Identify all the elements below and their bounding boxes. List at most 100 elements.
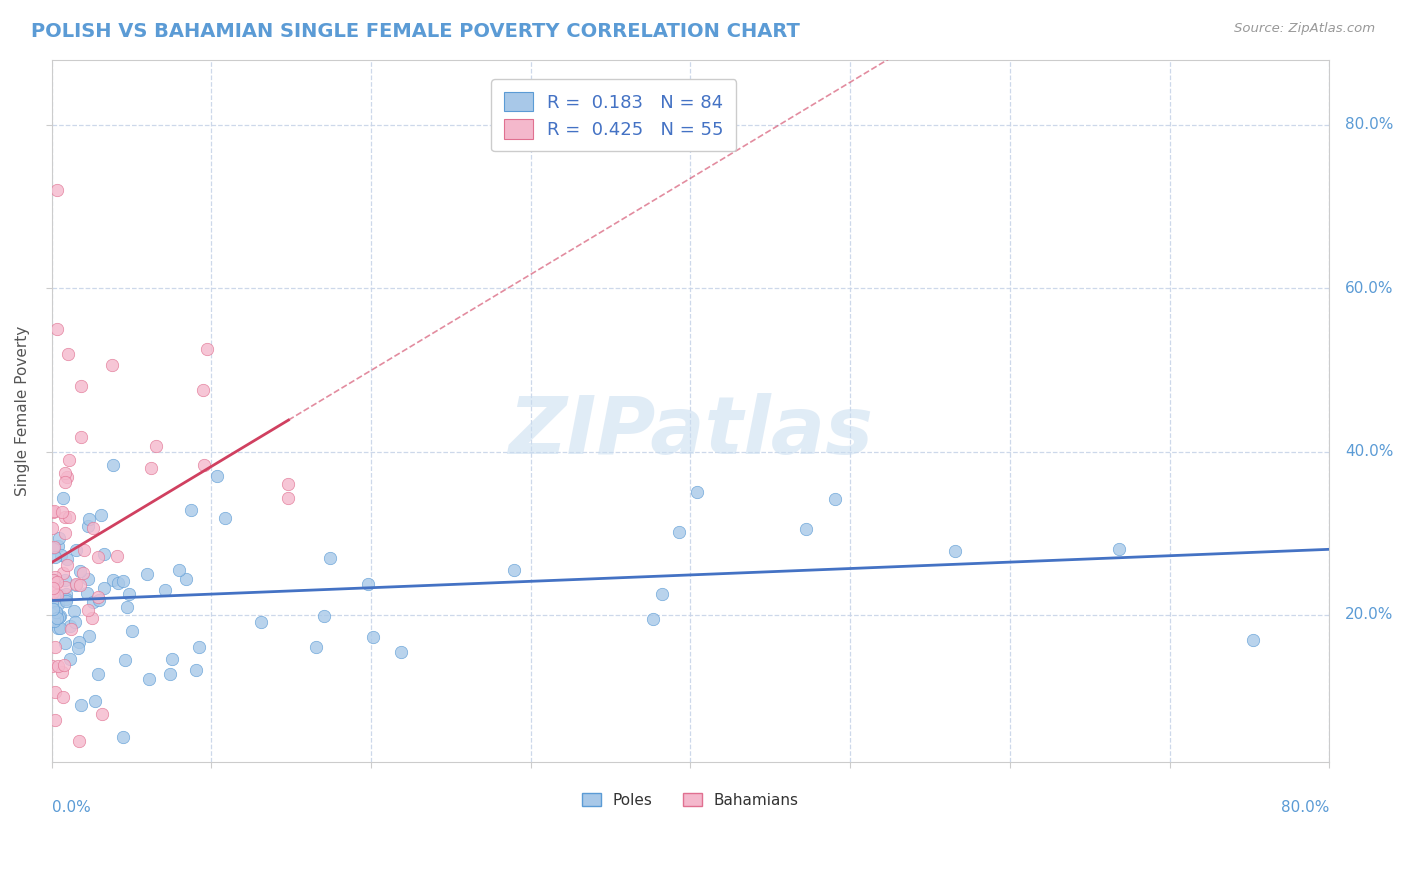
Point [59, 651, 82, 665]
Point [65, 576, 87, 591]
Point [69, 564, 91, 578]
Point [53, 573, 76, 587]
Point [55, 470, 77, 484]
Point [668, 524, 690, 539]
Point [105, 549, 128, 564]
Point [357, 577, 380, 591]
Point [56, 558, 79, 572]
Text: 20.0%: 20.0% [1344, 607, 1393, 623]
Point [84, 694, 107, 708]
Point [45, 183, 67, 197]
Point [77, 572, 100, 586]
Point [93, 547, 115, 561]
Point [48, 588, 70, 602]
Point [45, 605, 67, 619]
Point [53, 467, 76, 481]
Point [52, 690, 75, 704]
Point [55, 593, 77, 607]
Point [41, 595, 63, 609]
Point [114, 653, 136, 667]
Text: POLISH VS BAHAMIAN SINGLE FEMALE POVERTY CORRELATION CHART: POLISH VS BAHAMIAN SINGLE FEMALE POVERTY… [31, 22, 800, 41]
Point [91, 706, 114, 721]
Point [103, 458, 125, 473]
Point [72, 566, 94, 580]
Point [48, 608, 70, 623]
Point [305, 640, 328, 654]
Point [41, 521, 63, 535]
Point [41, 584, 63, 599]
Point [56, 552, 79, 566]
Point [59, 619, 82, 633]
Point [55, 580, 77, 594]
Point [49, 621, 72, 635]
Point [44, 569, 66, 583]
Point [250, 615, 273, 630]
Point [943, 544, 966, 558]
Point [53, 475, 76, 489]
Text: 60.0%: 60.0% [1344, 281, 1393, 296]
Point [42, 582, 65, 596]
Point [82, 521, 104, 535]
Point [51, 505, 73, 519]
Text: 40.0%: 40.0% [1344, 444, 1393, 459]
Point [48, 610, 70, 624]
Point [111, 574, 134, 588]
Point [41, 659, 63, 673]
Point [77, 518, 100, 533]
Point [159, 666, 181, 681]
Point [42, 505, 65, 519]
Point [46, 597, 69, 611]
Point [59, 623, 82, 637]
Point [118, 587, 141, 601]
Point [46, 620, 69, 634]
Point [312, 609, 335, 624]
Point [277, 476, 299, 491]
Point [46, 539, 69, 553]
Point [44, 684, 66, 698]
Point [44, 714, 66, 728]
Point [121, 624, 143, 639]
Point [52, 566, 75, 581]
Point [45, 588, 67, 602]
Point [138, 673, 160, 687]
Point [42, 504, 65, 518]
Point [136, 567, 159, 582]
Point [214, 511, 236, 525]
Point [187, 640, 209, 655]
Point [86, 667, 108, 681]
Point [1108, 541, 1130, 556]
Point [45, 611, 67, 625]
Point [63, 604, 86, 618]
Point [42, 601, 65, 615]
Point [42, 573, 65, 587]
Point [145, 439, 167, 453]
Point [67, 635, 90, 649]
Point [111, 731, 134, 745]
Point [101, 573, 124, 587]
Text: ZIPatlas: ZIPatlas [508, 392, 873, 471]
Text: 80.0%: 80.0% [1344, 118, 1393, 132]
Legend: Poles, Bahamians: Poles, Bahamians [576, 787, 804, 814]
Point [63, 615, 86, 629]
Point [205, 468, 228, 483]
Point [82, 595, 104, 609]
Point [42, 541, 65, 555]
Point [153, 583, 176, 598]
Point [48, 531, 70, 545]
Point [65, 578, 87, 592]
Point [69, 429, 91, 443]
Point [79, 512, 101, 526]
Point [70, 698, 93, 713]
Point [46, 574, 69, 589]
Point [93, 582, 115, 596]
Text: 0.0%: 0.0% [52, 800, 90, 815]
Point [69, 379, 91, 393]
Point [651, 586, 673, 600]
Point [49, 549, 72, 563]
Point [80, 610, 103, 624]
Point [160, 652, 183, 666]
Point [139, 461, 162, 475]
Point [685, 484, 707, 499]
Point [77, 603, 100, 617]
Point [69, 578, 91, 592]
